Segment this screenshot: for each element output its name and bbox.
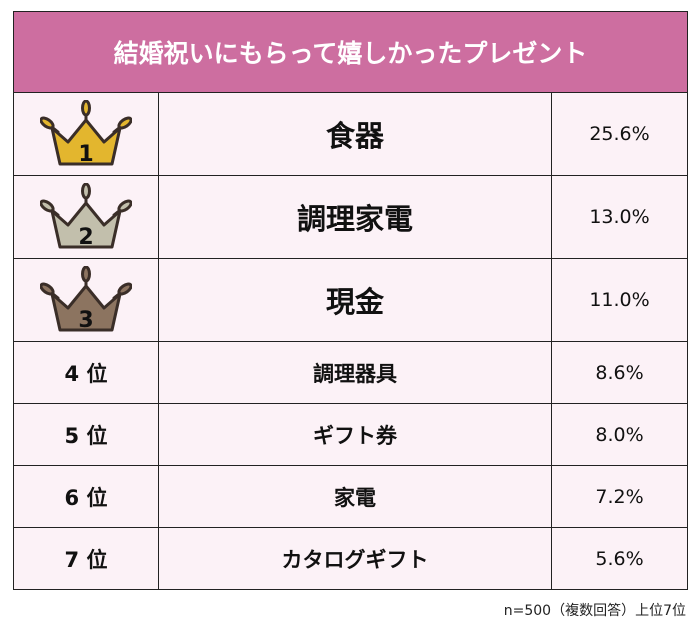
table-row: 5 位ギフト券 8.0% bbox=[13, 403, 688, 466]
percent-value: 7.2% bbox=[551, 465, 688, 528]
percent-value: 25.6% bbox=[551, 92, 688, 176]
item-name: ギフト券 bbox=[158, 403, 552, 466]
percent-value: 11.0% bbox=[551, 258, 688, 342]
rank-cell: 7 位 bbox=[13, 527, 159, 590]
crown-gold-icon: 1 bbox=[40, 100, 132, 167]
table-row: 3 現金 11.0% bbox=[13, 258, 688, 342]
ranking-table: 結婚祝いにもらって嬉しかったプレゼント 1 食器 25.6% 2 調理家電 13.0… bbox=[13, 11, 688, 590]
table-row: 1 食器 25.6% bbox=[13, 92, 688, 176]
rank-cell: 2 bbox=[13, 175, 159, 259]
rank-number: 2 bbox=[78, 225, 93, 250]
percent-value: 8.6% bbox=[551, 341, 688, 404]
item-name: 現金 bbox=[158, 258, 552, 342]
rank-cell: 5 位 bbox=[13, 403, 159, 466]
rank-cell: 3 bbox=[13, 258, 159, 342]
crown-bronze-icon: 3 bbox=[40, 266, 132, 333]
percent-value: 13.0% bbox=[551, 175, 688, 259]
item-name: 調理家電 bbox=[158, 175, 552, 259]
table-row: 2 調理家電 13.0% bbox=[13, 175, 688, 259]
table-row: 7 位カタログギフト 5.6% bbox=[13, 527, 688, 590]
table-title: 結婚祝いにもらって嬉しかったプレゼント bbox=[13, 11, 688, 93]
rank-number: 1 bbox=[78, 142, 93, 167]
table-row: 4 位調理器具 8.6% bbox=[13, 341, 688, 404]
percent-value: 5.6% bbox=[551, 527, 688, 590]
percent-value: 8.0% bbox=[551, 403, 688, 466]
rank-cell: 6 位 bbox=[13, 465, 159, 528]
rank-number: 3 bbox=[78, 308, 93, 333]
rank-cell: 4 位 bbox=[13, 341, 159, 404]
item-name: 食器 bbox=[158, 92, 552, 176]
table-row: 6 位家電 7.2% bbox=[13, 465, 688, 528]
item-name: 家電 bbox=[158, 465, 552, 528]
item-name: 調理器具 bbox=[158, 341, 552, 404]
item-name: カタログギフト bbox=[158, 527, 552, 590]
crown-silver-icon: 2 bbox=[40, 183, 132, 250]
footnote: n=500（複数回答）上位7位 bbox=[503, 603, 686, 619]
rank-cell: 1 bbox=[13, 92, 159, 176]
